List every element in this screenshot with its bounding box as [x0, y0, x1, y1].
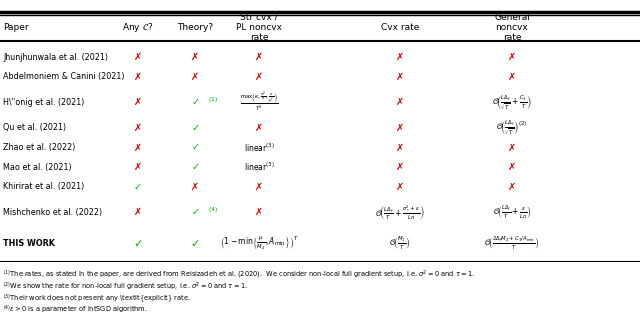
Text: $^{(1)}$The rates, as stated in the paper, are derived from Reisizadeh et al. (2: $^{(1)}$The rates, as stated in the pape…: [3, 269, 475, 281]
Text: ✗: ✗: [508, 182, 516, 192]
Text: ✗: ✗: [134, 123, 141, 133]
Text: $\mathcal{O}\!\left(\frac{M_1}{T}\right)$: $\mathcal{O}\!\left(\frac{M_1}{T}\right)…: [389, 235, 411, 252]
Text: $(1)$: $(1)$: [208, 95, 218, 104]
Text: ✗: ✗: [508, 142, 516, 152]
Text: ✗: ✗: [508, 162, 516, 172]
Text: ✗: ✗: [396, 72, 404, 82]
Text: $\mathcal{O}\!\left(\frac{2\Delta_f M_2+C_3/A_{\min}}{T}\right)$: $\mathcal{O}\!\left(\frac{2\Delta_f M_2+…: [484, 235, 540, 252]
Text: ✗: ✗: [255, 182, 263, 192]
Text: $\mathcal{O}\!\left(\frac{L\Delta_f}{\sqrt{T}}\right)^{(2)}$: $\mathcal{O}\!\left(\frac{L\Delta_f}{\sq…: [497, 118, 527, 137]
Text: ✗: ✗: [134, 72, 141, 82]
Text: ✓: ✓: [191, 239, 200, 249]
Text: General
noncvx
rate: General noncvx rate: [494, 13, 530, 43]
Text: $^{(3)}$Their work does not present any \textit{explicit} rate.: $^{(3)}$Their work does not present any …: [3, 292, 191, 305]
Text: Str cvx /
PL noncvx
rate: Str cvx / PL noncvx rate: [236, 13, 282, 43]
Text: ✗: ✗: [191, 52, 199, 62]
Text: ✓: ✓: [133, 239, 142, 249]
Text: ✗: ✗: [508, 52, 516, 62]
Text: Cvx rate: Cvx rate: [381, 23, 419, 32]
Text: ✗: ✗: [255, 52, 263, 62]
Text: Jhunjhunwala et al. (2021): Jhunjhunwala et al. (2021): [3, 53, 108, 62]
Text: ✗: ✗: [255, 72, 263, 82]
Text: THIS WORK: THIS WORK: [3, 239, 55, 248]
Text: ✗: ✗: [396, 142, 404, 152]
Text: ✗: ✗: [396, 182, 404, 192]
Text: ✗: ✗: [134, 207, 141, 217]
Text: $\left(1-\min\left\{\frac{\mu}{M_2},A_{\min}\right\}\right)^T$: $\left(1-\min\left\{\frac{\mu}{M_2},A_{\…: [220, 235, 298, 252]
Text: ✗: ✗: [396, 162, 404, 172]
Text: ✗: ✗: [134, 97, 141, 107]
Text: ✗: ✗: [508, 72, 516, 82]
Text: Mao et al. (2021): Mao et al. (2021): [3, 163, 72, 172]
Text: $^{(4)}$$\varepsilon>0$ is a parameter of IntSGD algorithm.: $^{(4)}$$\varepsilon>0$ is a parameter o…: [3, 304, 148, 313]
Text: ✓: ✓: [134, 182, 141, 192]
Text: Khirirat et al. (2021): Khirirat et al. (2021): [3, 182, 84, 191]
Text: ✓: ✓: [191, 162, 199, 172]
Text: ✗: ✗: [255, 123, 263, 133]
Text: $\mathcal{O}\!\left(\frac{L\Delta_f}{T}+\frac{\sigma_*^2+\varepsilon}{Ln}\right): $\mathcal{O}\!\left(\frac{L\Delta_f}{T}+…: [375, 203, 425, 222]
Text: $\mathcal{O}\!\left(\frac{L\Delta_f}{T}+\frac{\varepsilon}{Ln}\right)$: $\mathcal{O}\!\left(\frac{L\Delta_f}{T}+…: [493, 204, 531, 221]
Text: $\mathcal{O}\!\left(\frac{L\Delta_f}{\sqrt{T}}+\frac{C_1}{T}\right)$: $\mathcal{O}\!\left(\frac{L\Delta_f}{\sq…: [492, 93, 532, 112]
Text: $^{(2)}$We show the rate for non-local full gradient setup, i.e. $\sigma^2=0$ an: $^{(2)}$We show the rate for non-local f…: [3, 280, 248, 293]
Text: Paper: Paper: [3, 23, 29, 32]
Text: ✗: ✗: [191, 72, 199, 82]
Text: ✗: ✗: [191, 182, 199, 192]
Text: H\"onig et al. (2021): H\"onig et al. (2021): [3, 98, 84, 107]
Text: Abdelmoniem & Canini (2021): Abdelmoniem & Canini (2021): [3, 72, 125, 81]
Text: linear$^{(3)}$: linear$^{(3)}$: [244, 161, 275, 173]
Text: ✓: ✓: [191, 207, 199, 217]
Text: ✗: ✗: [134, 52, 141, 62]
Text: $\frac{\max\left(\kappa,\frac{\kappa^2}{n},\frac{n}{\mu^2}\right)}{T^2}$: $\frac{\max\left(\kappa,\frac{\kappa^2}{…: [240, 90, 278, 115]
Text: ✓: ✓: [191, 97, 199, 107]
Text: ✗: ✗: [396, 123, 404, 133]
Text: Theory?: Theory?: [177, 23, 213, 32]
Text: ✗: ✗: [134, 162, 141, 172]
Text: ✗: ✗: [396, 52, 404, 62]
Text: ✓: ✓: [191, 142, 199, 152]
Text: linear$^{(3)}$: linear$^{(3)}$: [244, 141, 275, 154]
Text: ✗: ✗: [255, 207, 263, 217]
Text: ✗: ✗: [134, 142, 141, 152]
Text: $(4)$: $(4)$: [208, 205, 218, 214]
Text: Mishchenko et al. (2022): Mishchenko et al. (2022): [3, 208, 102, 217]
Text: Zhao et al. (2022): Zhao et al. (2022): [3, 143, 76, 152]
Text: ✓: ✓: [191, 123, 199, 133]
Text: Any $\mathcal{C}$?: Any $\mathcal{C}$?: [122, 21, 153, 34]
Text: Qu et al. (2021): Qu et al. (2021): [3, 123, 67, 132]
Text: ✗: ✗: [396, 97, 404, 107]
